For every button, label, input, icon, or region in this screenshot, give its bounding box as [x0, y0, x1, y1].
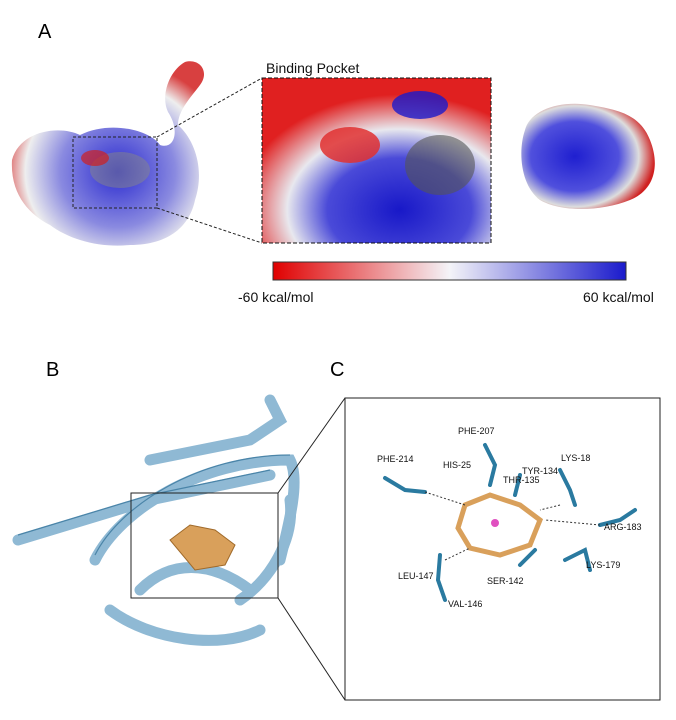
colorbar-max: 60 kcal/mol	[583, 289, 654, 305]
residue-label: SER-142	[487, 576, 524, 586]
residue-label: LYS-18	[561, 453, 590, 463]
residue-label: THR-135	[503, 475, 540, 485]
zoom-line	[277, 597, 346, 701]
ligand	[455, 492, 544, 558]
inset-title: Binding Pocket	[266, 60, 360, 76]
ligand	[169, 524, 236, 571]
surface-patch	[81, 150, 109, 166]
residue-label: HIS-25	[443, 460, 471, 470]
residue-label: ARG-183	[604, 522, 642, 532]
residue-label: LEU-147	[398, 571, 434, 581]
zoom-box	[72, 136, 158, 209]
residue-label: TYR-134	[522, 466, 558, 476]
panel-frame	[344, 397, 661, 701]
residue-label: PHE-207	[458, 426, 495, 436]
residue-label: VAL-146	[448, 599, 482, 609]
zoom-box	[130, 492, 279, 599]
ribbon-edge	[17, 454, 291, 556]
zoom-line	[277, 397, 346, 494]
contacts	[424, 491, 601, 561]
metal-ion	[491, 519, 499, 527]
protein-surface	[11, 61, 205, 246]
zoom-line	[156, 77, 263, 138]
colorbar	[272, 261, 627, 281]
panel-label: B	[46, 359, 59, 381]
pocket	[405, 135, 475, 195]
residue-label: LYS-179	[586, 560, 620, 570]
panel-label: A	[38, 21, 52, 43]
residue-label: PHE-214	[377, 454, 414, 464]
ligand-surface	[521, 103, 655, 209]
panel-label: C	[330, 359, 344, 381]
residue-sticks	[383, 443, 637, 602]
surface-patch	[392, 91, 448, 119]
surface-patch	[320, 127, 380, 163]
zoom-line	[156, 207, 263, 244]
ribbon	[12, 394, 300, 646]
inset-frame	[261, 77, 492, 244]
colorbar-min: -60 kcal/mol	[238, 289, 313, 305]
